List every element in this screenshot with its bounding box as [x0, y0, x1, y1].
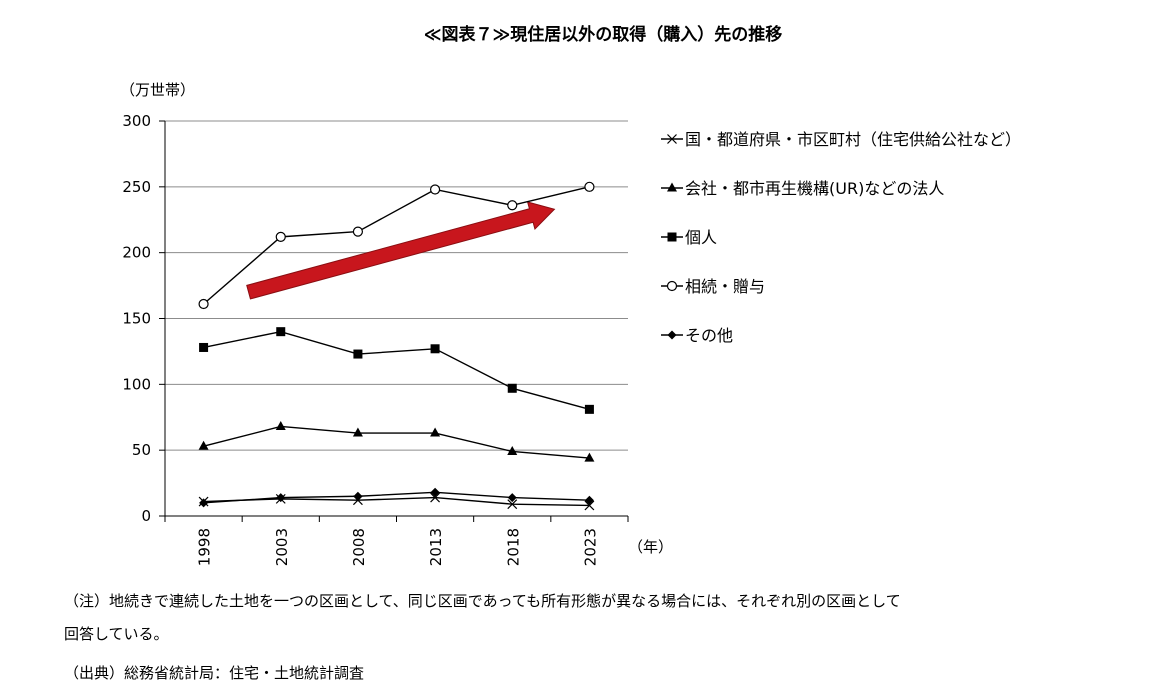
- data-point: [667, 232, 677, 242]
- x-tick-label: 2013: [427, 528, 445, 566]
- y-tick-label: 0: [141, 507, 151, 525]
- legend-item: 国・都道府県・市区町村（住宅供給公社など）: [661, 130, 1021, 149]
- series-3: [198, 181, 595, 310]
- legend-label: その他: [685, 326, 733, 345]
- data-point: [430, 427, 441, 437]
- data-point: [198, 440, 209, 450]
- data-point: [507, 499, 518, 510]
- legend-item: その他: [661, 326, 733, 345]
- y-axis-unit: （万世帯）: [120, 81, 195, 99]
- data-point: [275, 231, 286, 242]
- x-axis-unit: （年）: [628, 538, 673, 556]
- series-line: [203, 330, 590, 411]
- data-point: [352, 226, 364, 237]
- grid-lines: [165, 120, 628, 451]
- data-point: [507, 383, 517, 393]
- data-point: [429, 184, 441, 195]
- legend-label: 会社・都市再生機構(UR)などの法人: [685, 179, 944, 198]
- data-point: [352, 427, 363, 437]
- axes: 0 50 100 150 200 250 300 1998 2003 2008 2013 2018 20…: [122, 112, 629, 566]
- source-note: （出典）総務省統計局：住宅・土地統計調査: [64, 664, 365, 682]
- x-tick-label: 2018: [504, 528, 522, 566]
- data-point: [584, 500, 595, 511]
- chart-title: ≪図表７≫現住居以外の取得（購入）先の推移: [424, 24, 783, 45]
- x-tick-label: 1998: [196, 528, 214, 566]
- y-tick-label: 300: [122, 112, 151, 130]
- data-point: [584, 404, 594, 414]
- data-point: [507, 200, 518, 211]
- line-chart: ≪図表７≫現住居以外の取得（購入）先の推移 （万世帯） （年） 0 50 100 15…: [120, 24, 1021, 566]
- legend-item: 個人: [661, 228, 717, 247]
- data-point: [667, 330, 677, 340]
- note-line-1: （注）地続きで連続した土地を一つの区画として、同じ区画であっても所有形態が異なる…: [64, 592, 901, 610]
- y-tick-label: 250: [122, 178, 151, 196]
- note-line-2: 回答している。: [64, 625, 169, 643]
- series-line: [203, 186, 590, 305]
- y-tick-label: 100: [122, 375, 151, 393]
- data-point: [430, 487, 440, 497]
- y-tick-label: 50: [132, 441, 151, 459]
- data-point: [667, 134, 677, 144]
- data-point: [198, 298, 209, 310]
- data-point: [507, 445, 518, 455]
- legend-label: 個人: [685, 228, 717, 247]
- data-point: [353, 349, 363, 359]
- series-line: [203, 496, 590, 507]
- data-point-stroke: [584, 500, 595, 511]
- series-group: [198, 181, 595, 511]
- series-1: [198, 420, 595, 462]
- legend-item: 相続・贈与: [661, 277, 765, 296]
- series-0: [198, 492, 595, 511]
- legend-label: 相続・贈与: [685, 277, 765, 296]
- data-point: [199, 342, 209, 352]
- data-point: [584, 495, 594, 505]
- data-point: [584, 452, 595, 462]
- data-point: [276, 493, 286, 503]
- legend: 国・都道府県・市区町村（住宅供給公社など） 会社・都市再生機構(UR)などの法人個…: [661, 130, 1021, 345]
- data-point: [667, 182, 677, 192]
- data-point: [353, 491, 363, 501]
- data-point: [584, 181, 595, 192]
- data-point: [507, 493, 517, 503]
- series-line: [203, 425, 590, 459]
- data-point: [430, 344, 440, 354]
- series-2: [199, 327, 594, 414]
- data-point-stroke: [667, 134, 677, 144]
- trend-arrow-shape: [246, 201, 556, 300]
- legend-item: 会社・都市再生機構(UR)などの法人: [661, 179, 944, 198]
- data-point: [666, 280, 678, 292]
- x-tick-label: 2003: [273, 528, 291, 566]
- trend-arrow: [246, 201, 556, 300]
- data-point: [276, 327, 286, 337]
- data-point-stroke: [507, 499, 518, 510]
- x-tick-label: 2008: [350, 528, 368, 566]
- data-point: [199, 498, 209, 508]
- series-line: [203, 491, 590, 504]
- legend-label: 国・都道府県・市区町村（住宅供給公社など）: [685, 130, 1021, 149]
- data-point: [430, 492, 441, 503]
- x-tick-label: 2023: [581, 528, 599, 566]
- y-tick-label: 150: [122, 310, 151, 328]
- series-4: [199, 487, 594, 508]
- data-point-stroke: [430, 492, 441, 503]
- data-point: [275, 420, 286, 430]
- y-tick-label: 200: [122, 244, 151, 262]
